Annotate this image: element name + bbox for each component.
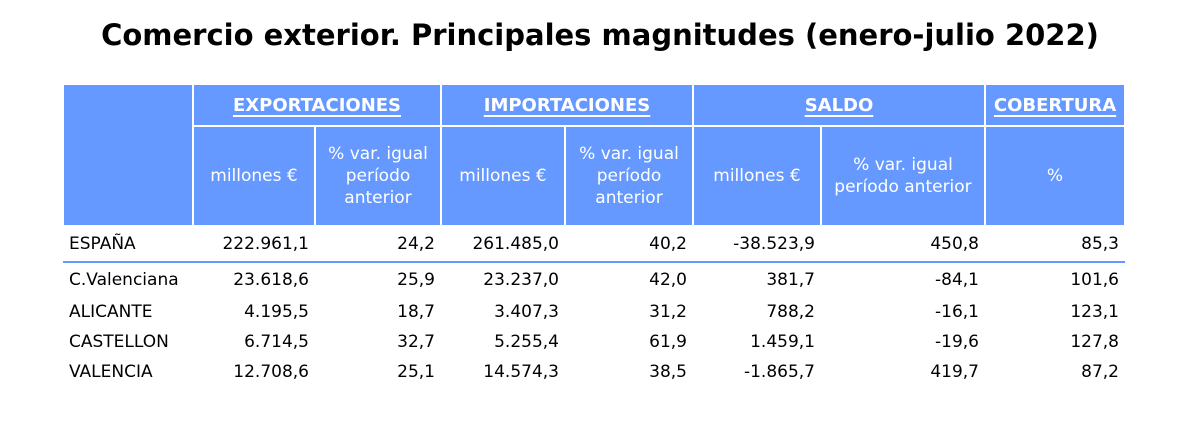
cell-saldo-var: -19,6 bbox=[935, 332, 979, 352]
row-label: ALICANTE bbox=[69, 302, 153, 322]
subheader-saldo-var: % var. igual período anterior bbox=[820, 125, 986, 227]
subheader-imp-var: % var. igual período anterior bbox=[564, 125, 694, 227]
cell-saldo-millones: 1.459,1 bbox=[750, 332, 815, 352]
cell-exp-millones: 23.618,6 bbox=[233, 270, 309, 290]
cell-cobertura: 123,1 bbox=[1070, 302, 1119, 322]
cell-cobertura: 87,2 bbox=[1081, 362, 1119, 382]
group-header-cobertura: COBERTURA bbox=[984, 83, 1126, 127]
cell-saldo-millones: 381,7 bbox=[766, 270, 815, 290]
cell-imp-millones: 261.485,0 bbox=[441, 226, 565, 263]
cell-exp-millones: 222.961,1 bbox=[193, 226, 315, 263]
cell-imp-var: 40,2 bbox=[565, 226, 693, 263]
subheader-exp-millones: millones € bbox=[192, 125, 316, 227]
cell-saldo-millones: 788,2 bbox=[766, 302, 815, 322]
row-label: CASTELLON bbox=[69, 332, 169, 352]
cell-exp-millones: 4.195,5 bbox=[244, 302, 309, 322]
subheader-exp-var: % var. igual período anterior bbox=[314, 125, 442, 227]
cell-exp-millones: 6.714,5 bbox=[244, 332, 309, 352]
subheader-saldo-millones: millones € bbox=[692, 125, 822, 227]
cell-exp-var: 32,7 bbox=[397, 332, 435, 352]
cell-imp-var: 38,5 bbox=[649, 362, 687, 382]
row-label: VALENCIA bbox=[69, 362, 153, 382]
cell-imp-millones: 5.255,4 bbox=[494, 332, 559, 352]
cell-exp-var: 25,1 bbox=[397, 362, 435, 382]
cell-imp-var: 42,0 bbox=[649, 270, 687, 290]
sub-header-row: millones € % var. igual período anterior… bbox=[63, 125, 1126, 227]
table-row: ESPAÑA 222.961,1 24,2 261.485,0 40,2 -38… bbox=[63, 226, 1125, 263]
cell-cobertura: 127,8 bbox=[1070, 332, 1119, 352]
table-row: ALICANTE 4.195,5 18,7 3.407,3 31,2 788,2… bbox=[63, 297, 1125, 327]
cell-imp-var: 31,2 bbox=[649, 302, 687, 322]
cell-saldo-millones: -38.523,9 bbox=[693, 226, 821, 263]
group-header-exportaciones: EXPORTACIONES bbox=[192, 83, 442, 127]
cell-exp-var: 24,2 bbox=[315, 226, 441, 263]
corner-cell bbox=[62, 83, 194, 227]
cell-cobertura: 101,6 bbox=[1070, 270, 1119, 290]
subheader-imp-millones: millones € bbox=[440, 125, 566, 227]
group-header-importaciones: IMPORTACIONES bbox=[440, 83, 694, 127]
cell-imp-millones: 14.574,3 bbox=[483, 362, 559, 382]
cell-saldo-var: 419,7 bbox=[930, 362, 979, 382]
cell-imp-var: 61,9 bbox=[649, 332, 687, 352]
subheader-cobertura-pct: % bbox=[984, 125, 1126, 227]
cell-exp-millones: 12.708,6 bbox=[233, 362, 309, 382]
cell-saldo-var: 450,8 bbox=[821, 226, 985, 263]
cell-saldo-var: -16,1 bbox=[935, 302, 979, 322]
group-header-row: EXPORTACIONES IMPORTACIONES SALDO COBERT… bbox=[62, 83, 1126, 227]
cell-cobertura: 85,3 bbox=[985, 226, 1125, 263]
cell-exp-var: 18,7 bbox=[397, 302, 435, 322]
table-row: VALENCIA 12.708,6 25,1 14.574,3 38,5 -1.… bbox=[63, 357, 1125, 387]
cell-saldo-millones: -1.865,7 bbox=[743, 362, 815, 382]
cell-imp-millones: 23.237,0 bbox=[483, 270, 559, 290]
row-label: C.Valenciana bbox=[69, 270, 179, 290]
cell-imp-millones: 3.407,3 bbox=[494, 302, 559, 322]
cell-exp-var: 25,9 bbox=[397, 270, 435, 290]
row-label: ESPAÑA bbox=[63, 226, 193, 263]
table-row: C.Valenciana 23.618,6 25,9 23.237,0 42,0… bbox=[63, 262, 1125, 297]
group-header-saldo: SALDO bbox=[692, 83, 986, 127]
trade-table: EXPORTACIONES IMPORTACIONES SALDO COBERT… bbox=[62, 83, 1126, 387]
cell-saldo-var: -84,1 bbox=[935, 270, 979, 290]
table-row: CASTELLON 6.714,5 32,7 5.255,4 61,9 1.45… bbox=[63, 327, 1125, 357]
page-title: Comercio exterior. Principales magnitude… bbox=[101, 18, 1099, 52]
